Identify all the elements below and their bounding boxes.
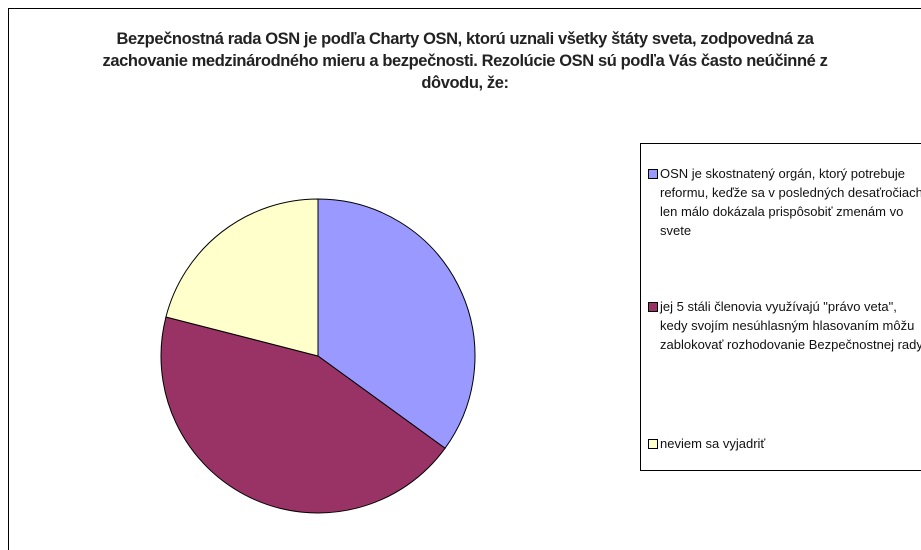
legend-item: neviem sa vyjadriť — [648, 434, 921, 453]
legend: OSN je skostnatený orgán, ktorý potrebuj… — [640, 143, 921, 471]
legend-swatch — [648, 169, 658, 179]
pie-slice — [317, 198, 476, 449]
legend-item: jej 5 stáli členovia využívajú "právo ve… — [648, 297, 921, 354]
chart-title: Bezpečnostná rada OSN je podľa Charty OS… — [102, 30, 828, 92]
pie-slice — [160, 316, 446, 514]
legend-label: jej 5 stáli členovia využívajú "právo ve… — [660, 299, 921, 352]
legend-item: OSN je skostnatený orgán, ktorý potrebuj… — [648, 164, 921, 240]
legend-swatch — [648, 439, 658, 449]
legend-swatch — [648, 302, 658, 312]
legend-label: OSN je skostnatený orgán, ktorý potrebuj… — [660, 166, 921, 238]
pie-chart — [160, 198, 476, 514]
legend-label: neviem sa vyjadriť — [660, 436, 766, 451]
pie-slice — [165, 198, 319, 357]
